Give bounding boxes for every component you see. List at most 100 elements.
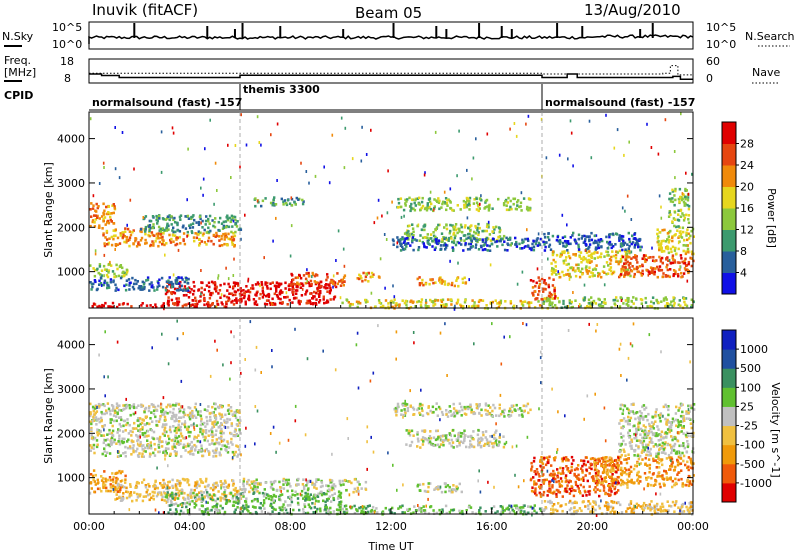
- data-cell: [520, 191, 523, 195]
- data-cell: [267, 295, 271, 299]
- data-cell: [195, 482, 198, 485]
- data-cell: [196, 480, 199, 484]
- data-cell: [253, 487, 256, 491]
- data-cell: [432, 234, 436, 238]
- data-cell: [184, 425, 187, 429]
- data-cell: [194, 445, 198, 448]
- data-cell: [189, 452, 192, 456]
- data-cell: [134, 239, 137, 243]
- data-cell: [674, 176, 676, 180]
- data-cell: [450, 444, 453, 448]
- data-cell: [261, 291, 265, 294]
- data-cell: [233, 410, 236, 414]
- data-cell: [677, 213, 680, 216]
- data-cell: [279, 282, 282, 286]
- data-cell: [475, 237, 478, 240]
- data-cell: [441, 238, 444, 241]
- data-cell: [673, 194, 676, 197]
- data-cell: [230, 214, 234, 218]
- colorbar-swatch: [722, 229, 736, 252]
- data-cell: [263, 302, 267, 306]
- data-cell: [205, 284, 209, 287]
- data-cell: [386, 211, 389, 215]
- data-cell: [96, 443, 99, 447]
- data-cell: [444, 438, 448, 442]
- data-cell: [157, 444, 161, 448]
- data-cell: [148, 498, 151, 502]
- data-cell: [117, 274, 121, 278]
- data-cell: [622, 269, 626, 272]
- data-cell: [542, 300, 546, 304]
- data-cell: [428, 282, 431, 286]
- data-cell: [332, 497, 335, 500]
- data-cell: [468, 225, 472, 228]
- data-cell: [330, 278, 333, 282]
- data-cell: [314, 282, 318, 286]
- data-cell: [453, 284, 456, 288]
- data-cell: [166, 222, 169, 226]
- data-cell: [114, 283, 117, 287]
- data-cell: [98, 224, 101, 227]
- data-cell: [553, 297, 556, 300]
- data-cell: [434, 246, 437, 250]
- data-cell: [206, 501, 209, 504]
- data-cell: [243, 506, 246, 510]
- data-cell: [444, 504, 448, 508]
- data-cell: [547, 245, 551, 248]
- data-cell: [112, 419, 116, 423]
- data-cell: [628, 251, 631, 255]
- data-cell: [591, 268, 595, 271]
- data-cell: [116, 411, 119, 414]
- data-cell: [527, 505, 530, 508]
- data-cell: [447, 410, 451, 414]
- data-cell: [427, 198, 431, 201]
- data-cell: [515, 403, 518, 407]
- data-cell: [174, 415, 177, 419]
- data-cell: [217, 406, 221, 410]
- data-cell: [144, 423, 147, 427]
- data-cell: [175, 277, 178, 280]
- data-cell: [215, 423, 218, 426]
- data-cell: [178, 482, 181, 485]
- data-cell: [199, 414, 203, 418]
- data-cell: [98, 226, 101, 229]
- data-cell: [129, 485, 132, 488]
- data-cell: [683, 202, 686, 205]
- data-cell: [471, 511, 474, 514]
- data-cell: [218, 451, 221, 454]
- data-cell: [146, 446, 150, 450]
- data-cell: [611, 250, 614, 253]
- data-cell: [306, 279, 309, 283]
- data-cell: [622, 239, 625, 243]
- data-cell: [619, 296, 623, 299]
- data-cell: [225, 420, 228, 424]
- data-cell: [498, 227, 501, 230]
- data-cell: [687, 262, 690, 266]
- data-cell: [475, 137, 477, 141]
- data-cell: [449, 259, 451, 263]
- data-cell: [157, 225, 161, 229]
- data-cell: [172, 218, 175, 221]
- data-cell: [153, 491, 156, 494]
- data-cell: [324, 504, 327, 507]
- data-cell: [660, 248, 663, 251]
- data-cell: [214, 402, 217, 406]
- noise-right-label: N.Search: [745, 30, 795, 43]
- data-cell: [201, 432, 204, 436]
- data-cell: [238, 492, 241, 496]
- data-cell: [271, 303, 274, 306]
- data-cell: [254, 300, 258, 303]
- data-cell: [115, 415, 118, 418]
- data-cell: [203, 288, 206, 291]
- data-cell: [641, 269, 644, 273]
- data-cell: [174, 404, 177, 407]
- data-cell: [337, 508, 340, 512]
- data-cell: [301, 202, 305, 206]
- data-cell: [215, 506, 218, 509]
- data-cell: [114, 472, 117, 475]
- data-cell: [364, 275, 368, 278]
- data-cell: [191, 499, 194, 503]
- data-cell: [212, 411, 215, 414]
- data-cell: [677, 225, 680, 228]
- data-cell: [110, 431, 114, 435]
